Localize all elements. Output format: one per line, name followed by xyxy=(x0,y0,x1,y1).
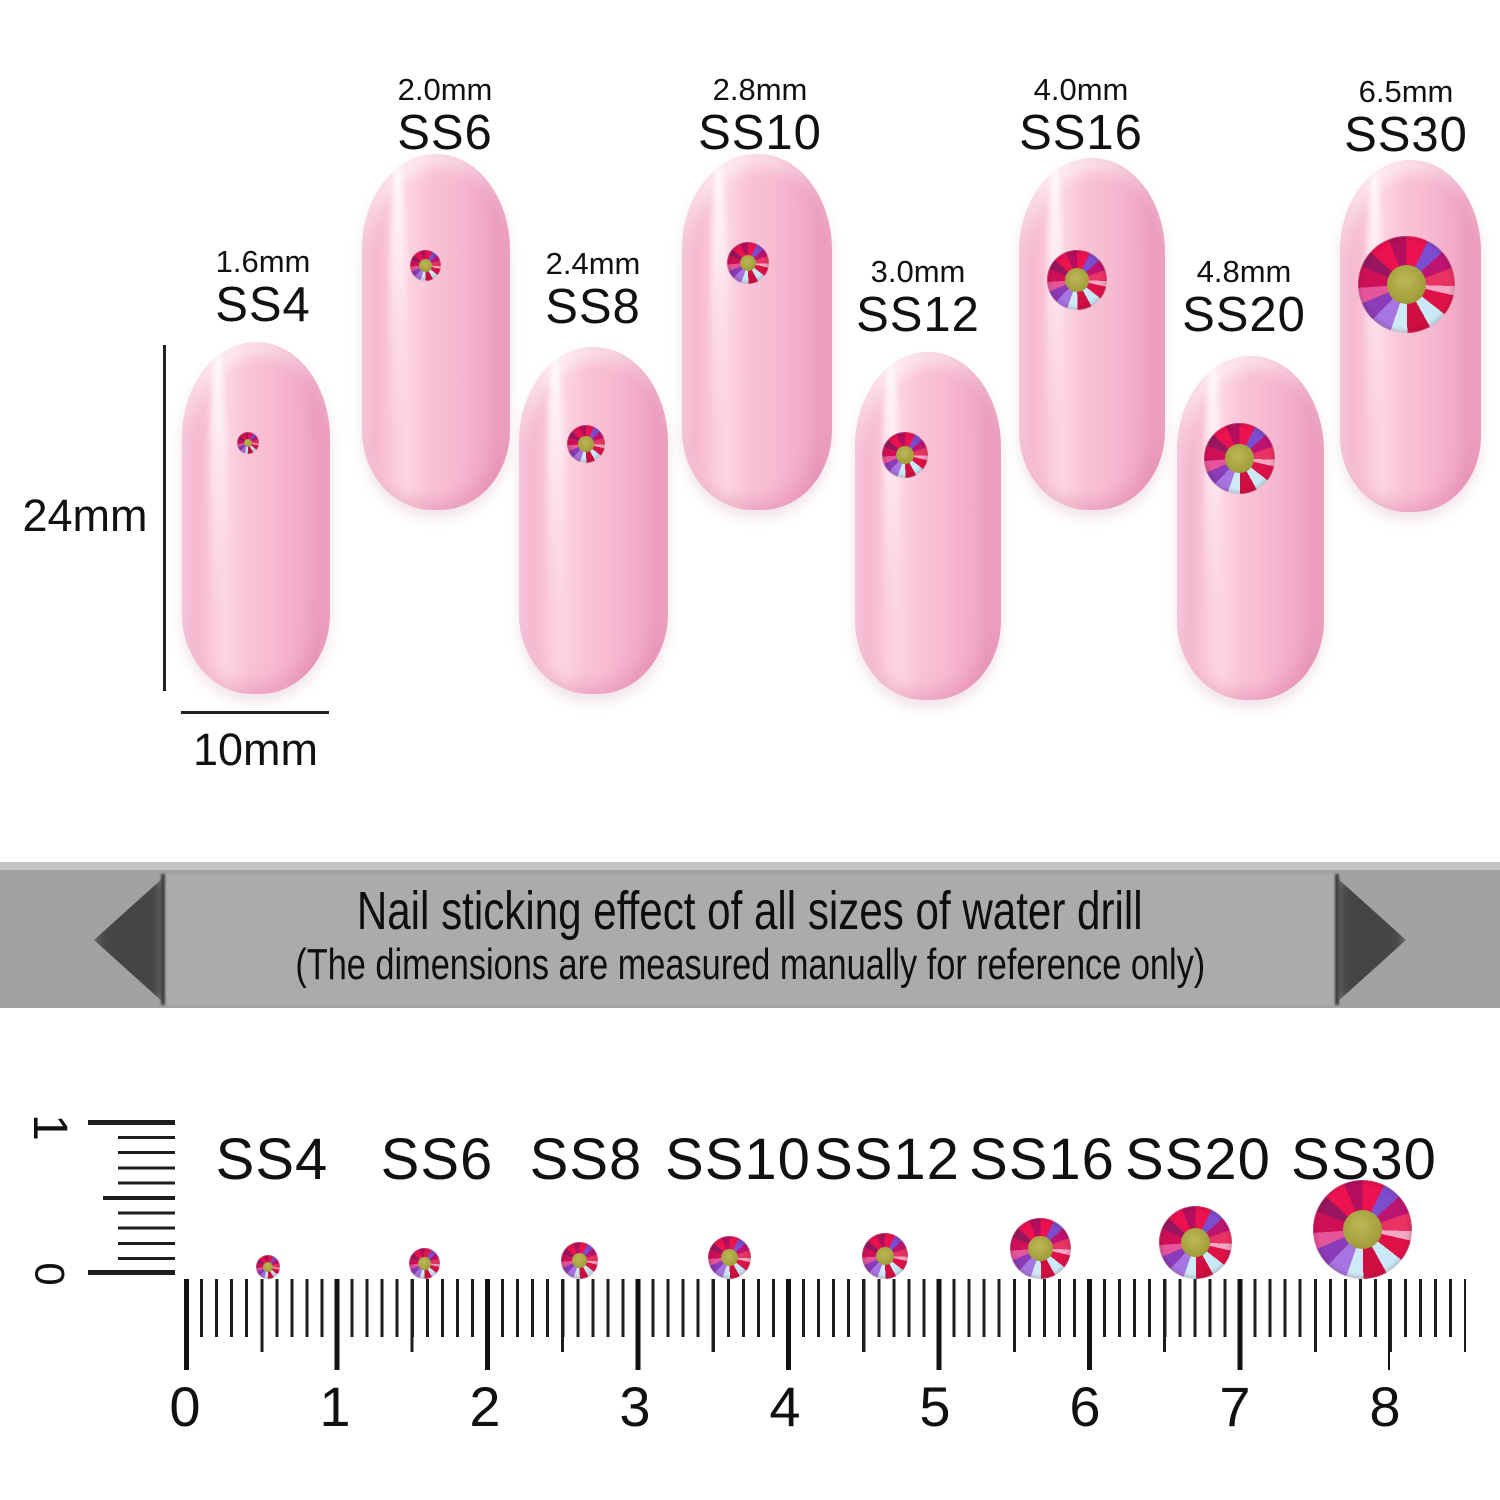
label-ss10-mm: 2.8mm xyxy=(712,72,808,107)
label-ss4-mm: 1.6mm xyxy=(215,244,311,279)
vertical-ruler-tick-1cm xyxy=(88,1120,175,1125)
rhinestone-ss12-on-nail xyxy=(882,432,928,478)
vertical-ruler-number-1: 1 xyxy=(22,1114,76,1141)
vertical-ruler-tick-0 xyxy=(88,1270,175,1275)
bottom-label-ss12: SS12 xyxy=(814,1127,960,1192)
rhinestone-ss8-on-ruler xyxy=(561,1242,598,1279)
label-ss30-mm: 6.5mm xyxy=(1358,74,1454,109)
length-dimension-line xyxy=(163,345,166,691)
bottom-label-ss20: SS20 xyxy=(1125,1127,1271,1192)
label-ss12: 3.0mm SS12 xyxy=(808,256,1028,340)
ruler-number-2: 2 xyxy=(469,1375,501,1438)
ruler-number-7: 7 xyxy=(1219,1375,1251,1438)
vertical-ruler-tick-half xyxy=(103,1196,175,1200)
ruler-number-6: 6 xyxy=(1069,1375,1101,1438)
nail-ss30 xyxy=(1340,160,1481,512)
rhinestone-ss10-on-nail xyxy=(727,242,769,284)
label-ss6-name: SS6 xyxy=(397,106,493,160)
rhinestone-ss8-on-nail xyxy=(567,425,605,463)
label-ss6: 2.0mm SS6 xyxy=(335,74,555,158)
rhinestone-ss30-on-nail xyxy=(1358,236,1455,333)
rhinestone-ss4-on-nail xyxy=(237,432,259,454)
bottom-label-ss6: SS6 xyxy=(380,1127,494,1192)
label-ss20-mm: 4.8mm xyxy=(1196,254,1292,289)
rhinestone-ss20-on-nail xyxy=(1204,423,1275,494)
rhinestone-ss12-on-ruler xyxy=(862,1233,908,1279)
nail-ss8 xyxy=(519,347,668,694)
vertical-ruler-number-0: 0 xyxy=(26,1262,74,1286)
nail-ss6 xyxy=(362,154,510,510)
label-ss8-mm: 2.4mm xyxy=(545,246,641,281)
banner-title-text: Nail sticking effect of all sizes of wat… xyxy=(357,881,1143,941)
rhinestone-ss6-on-nail xyxy=(410,250,441,281)
nail-ss10 xyxy=(682,154,832,510)
label-ss16-mm: 4.0mm xyxy=(1033,72,1129,107)
ruler-number-5: 5 xyxy=(919,1375,951,1438)
ruler-number-8: 8 xyxy=(1369,1375,1401,1438)
banner-left-edge xyxy=(161,874,165,1005)
label-ss30-name: SS30 xyxy=(1344,108,1468,162)
nail-width-label: 10mm xyxy=(192,724,319,775)
label-ss20-name: SS20 xyxy=(1182,288,1306,342)
rhinestone-ss30-on-ruler xyxy=(1313,1180,1412,1279)
ruler-number-3: 3 xyxy=(619,1375,651,1438)
rhinestone-ss4-on-ruler xyxy=(256,1255,280,1279)
nail-length-label: 24mm xyxy=(22,490,148,541)
label-ss16-name: SS16 xyxy=(1019,106,1143,160)
banner-panel xyxy=(163,874,1337,1005)
rhinestone-ss16-on-ruler xyxy=(1010,1218,1071,1279)
nail-ss20 xyxy=(1177,356,1324,700)
banner-subtitle: (The dimensions are measured manually fo… xyxy=(163,940,1337,990)
label-ss10-name: SS10 xyxy=(698,106,822,160)
banner-right-edge xyxy=(1335,874,1339,1005)
ruler-number-1: 1 xyxy=(319,1375,351,1438)
width-dimension-line xyxy=(181,711,329,714)
label-ss8: 2.4mm SS8 xyxy=(483,248,703,332)
label-ss6-mm: 2.0mm xyxy=(397,72,493,107)
label-ss16: 4.0mm SS16 xyxy=(971,74,1191,158)
bottom-label-ss16: SS16 xyxy=(969,1127,1115,1192)
ruler-number-0: 0 xyxy=(169,1375,201,1438)
horizontal-ruler-cm-ticks xyxy=(184,1279,1390,1370)
label-ss4-name: SS4 xyxy=(215,278,311,332)
rhinestone-ss6-on-ruler xyxy=(409,1248,440,1279)
nail-ss4 xyxy=(182,342,330,694)
label-ss8-name: SS8 xyxy=(545,280,641,334)
nail-ss16 xyxy=(1019,158,1165,510)
label-ss12-mm: 3.0mm xyxy=(870,254,966,289)
rhinestone-ss20-on-ruler xyxy=(1159,1206,1232,1279)
ruler-number-4: 4 xyxy=(769,1375,801,1438)
banner-subtitle-text: (The dimensions are measured manually fo… xyxy=(295,940,1205,989)
bottom-label-ss8: SS8 xyxy=(529,1127,643,1192)
label-ss12-name: SS12 xyxy=(856,288,980,342)
label-ss10: 2.8mm SS10 xyxy=(650,74,870,158)
label-ss20: 4.8mm SS20 xyxy=(1134,256,1354,340)
rhinestone-ss16-on-nail xyxy=(1047,250,1107,310)
banner-title: Nail sticking effect of all sizes of wat… xyxy=(163,880,1337,942)
nail-ss12 xyxy=(855,352,1001,700)
rhinestone-ss10-on-ruler xyxy=(708,1236,751,1279)
bottom-label-ss10: SS10 xyxy=(665,1127,811,1192)
bottom-label-ss4: SS4 xyxy=(215,1127,329,1192)
label-ss4: 1.6mm SS4 xyxy=(153,246,373,330)
label-ss30: 6.5mm SS30 xyxy=(1296,76,1500,160)
